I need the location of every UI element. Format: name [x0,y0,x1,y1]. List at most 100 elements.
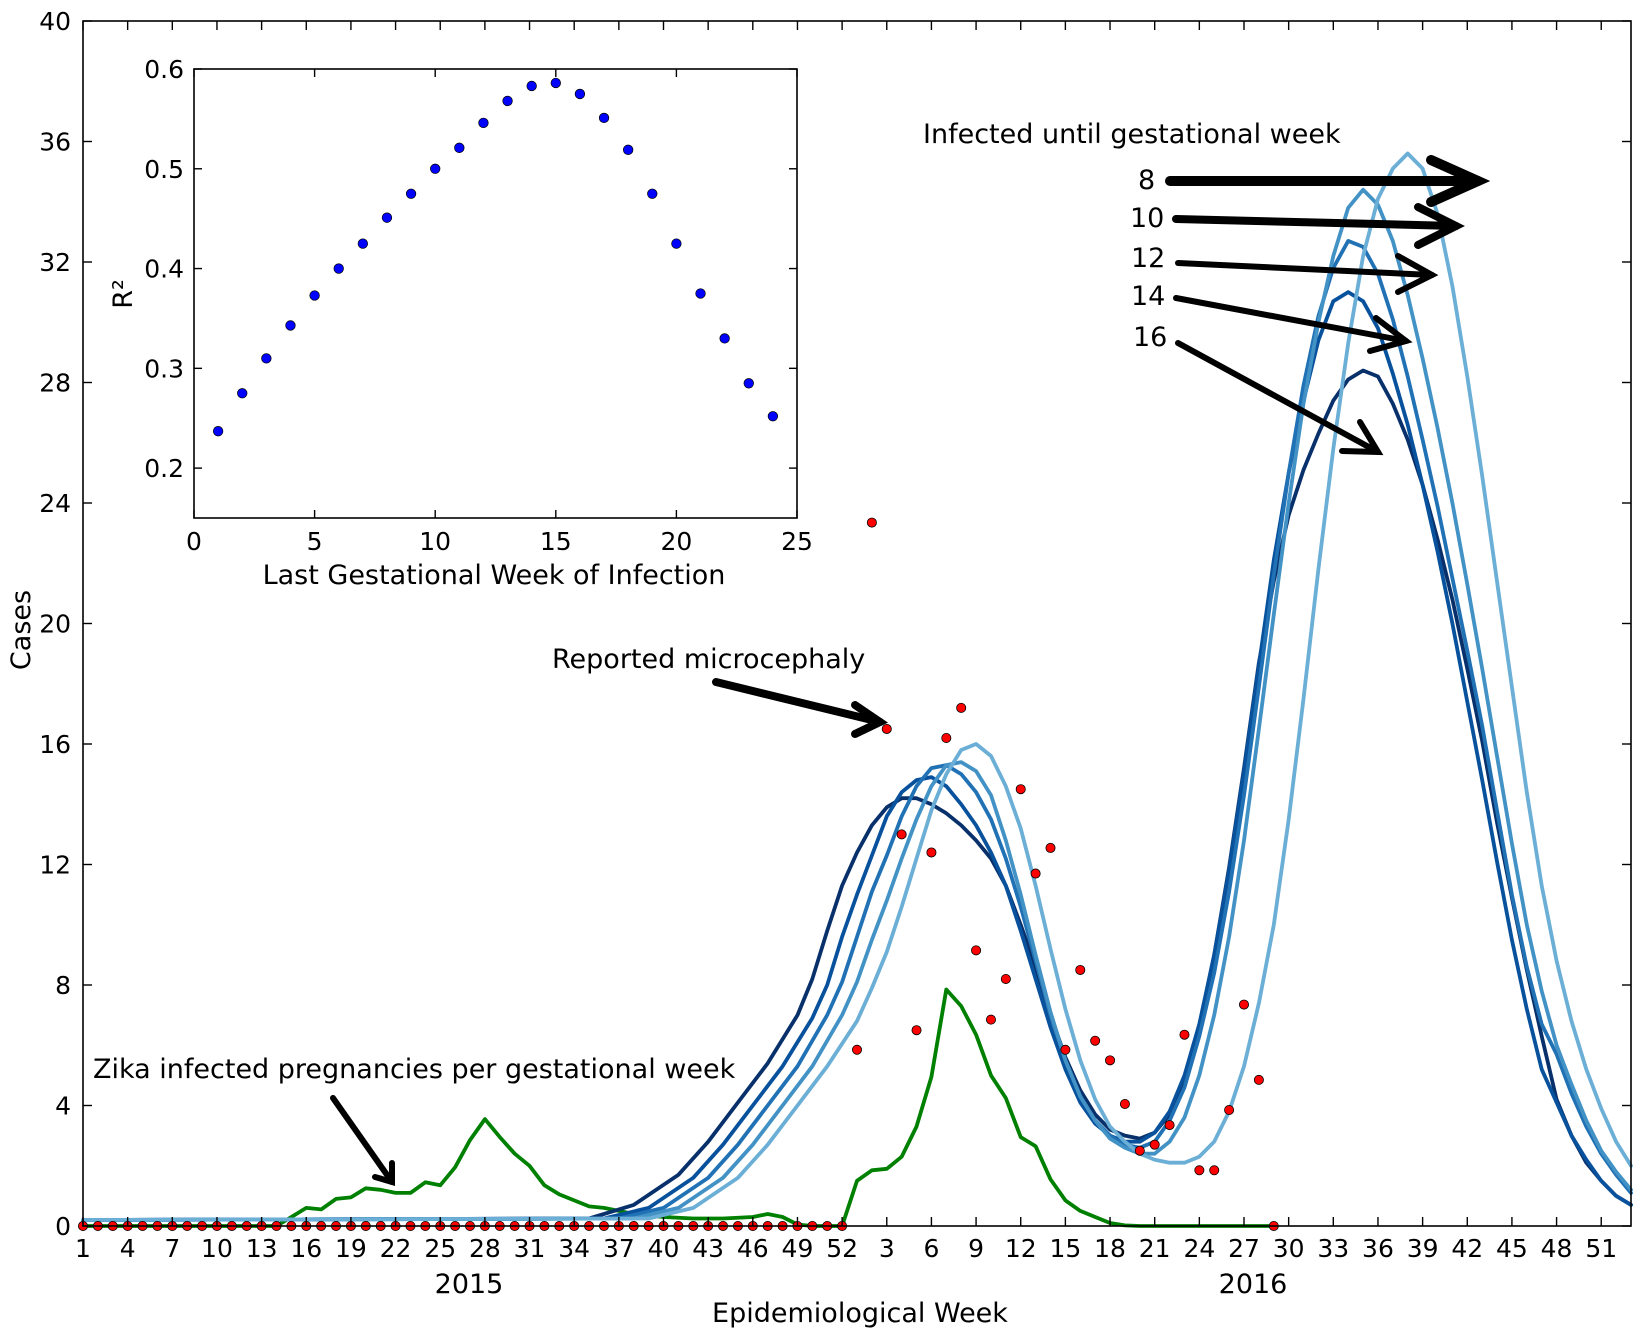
microcephaly-point [1194,1165,1205,1176]
r2-point [261,353,272,364]
main-series-group [81,151,1633,1228]
r2-point [719,333,730,344]
main-y-tick-label: 8 [55,971,71,1000]
microcephaly-point [985,1014,996,1025]
r2-point [623,144,634,155]
infected-week-10-label: 10 [1130,203,1164,234]
main-x-tick-label: 6 [923,1234,939,1263]
r2-point [743,378,754,389]
inset-y-tick-label: 0.2 [144,454,184,483]
main-x-tick-label: 25 [424,1234,456,1263]
infected-until-title: Infected until gestational week [923,119,1341,150]
microcephaly-point [1239,999,1250,1010]
microcephaly-point [1149,1139,1160,1150]
main-x-tick-label: 10 [201,1234,233,1263]
microcephaly-point [1224,1105,1235,1116]
r2-point [574,88,586,100]
inset-x-axis: 0 5 10 15 20 25 [186,69,813,556]
microcephaly-point [1119,1098,1130,1109]
infected-week-14-label: 14 [1131,281,1165,312]
infected-week-10-arrow [1172,203,1465,249]
main-x-tick-label: 43 [692,1234,724,1263]
main-x-tick-label: 12 [1005,1234,1037,1263]
microcephaly-point [1075,964,1086,975]
microcephaly-point [911,1025,922,1036]
main-x-tick-label: 7 [164,1234,180,1263]
main-x-tick-label: 9 [968,1234,984,1263]
microcephaly-point [1015,784,1026,795]
r2-point [454,142,465,153]
main-x-tick-label: 46 [737,1234,769,1263]
microcephaly-point [896,829,907,840]
r2-point [381,212,393,223]
main-x-tick-label: 1 [75,1234,91,1263]
main-x-axis: 1 4 7 10 13 16 19 22 25 28 31 34 37 40 43 46 49 52 3 6 9 12 15… [75,21,1617,1263]
infected-week-16-label: 16 [1133,322,1167,353]
main-x-tick-label: 3 [879,1234,895,1263]
main-x-tick-label: 49 [782,1234,814,1263]
main-x-tick-label: 37 [603,1234,635,1263]
r2-point [285,320,296,331]
microcephaly-point [881,723,892,734]
series-line-infected-until-gestational-week-10 [81,187,1633,1222]
main-y-tick-label: 12 [39,851,71,880]
r2-point [478,117,489,129]
infected-week-8-arrow [1165,155,1491,207]
inset-y-tick-label: 0.3 [144,354,184,383]
microcephaly-point [852,1044,863,1055]
main-x-tick-label: 13 [246,1234,278,1263]
microcephaly-point [1105,1055,1116,1066]
zika-annotation-label: Zika infected pregnancies per gestationa… [93,1054,736,1085]
r2-point [550,77,561,89]
microcephaly-annotation-label: Reported microcephaly [552,644,865,675]
inset-x-tick-label: 0 [186,527,202,556]
main-x-tick-label: 39 [1407,1234,1439,1263]
year-label-2016: 2016 [1219,1269,1288,1300]
inset-x-tick-label: 10 [419,527,451,556]
inset-y-tick-label: 0.6 [144,55,184,84]
infected-week-16-arrow [1175,340,1384,456]
infected-week-12-arrow [1175,253,1439,295]
main-x-tick-label: 45 [1496,1234,1528,1263]
main-x-tick-label: 33 [1317,1234,1349,1263]
series-line-zika-infected-pregnancies-per-gestational-week [81,987,1276,1228]
main-x-tick-label: 21 [1139,1234,1171,1263]
main-x-tick-label: 4 [120,1234,136,1263]
main-x-axis-title: Epidemiological Week [712,1298,1008,1329]
infected-week-12-label: 12 [1131,243,1165,274]
r2-point [212,426,224,437]
microcephaly-point [971,945,982,956]
microcephaly-point [956,702,967,713]
r2-point [502,95,513,107]
microcephaly-point [1030,868,1041,879]
r2-point [405,188,417,199]
main-x-tick-label: 27 [1228,1234,1260,1263]
inset-y-axis-title: R² [108,279,139,309]
r2-point [309,290,320,301]
main-x-tick-label: 16 [290,1234,322,1263]
r2-point [526,80,537,92]
series-line-infected-until-gestational-week-14 [81,290,1633,1222]
year-label-2015: 2015 [435,1269,504,1300]
inset-x-tick-label: 5 [307,527,323,556]
inset-x-axis-title: Last Gestational Week of Infection [263,560,726,591]
microcephaly-annotation-arrow [712,678,888,738]
main-y-tick-label: 24 [39,489,71,518]
microcephaly-point [1060,1044,1071,1055]
main-y-tick-label: 4 [55,1092,71,1121]
inset-x-tick-label: 15 [540,527,572,556]
main-y-axis-title: Cases [6,590,37,670]
main-x-tick-label: 42 [1451,1234,1483,1263]
inset-x-tick-label: 20 [660,527,692,556]
main-x-tick-label: 30 [1273,1234,1305,1263]
microcephaly-point [1164,1120,1175,1131]
inset-background [194,69,797,518]
main-y-tick-label: 20 [39,610,71,639]
r2-point [695,288,706,299]
main-x-tick-label: 18 [1094,1234,1126,1263]
main-x-tick-label: 48 [1541,1234,1573,1263]
microcephaly-point [1000,973,1011,984]
main-x-tick-label: 28 [469,1234,501,1263]
main-x-tick-label: 40 [648,1234,680,1263]
